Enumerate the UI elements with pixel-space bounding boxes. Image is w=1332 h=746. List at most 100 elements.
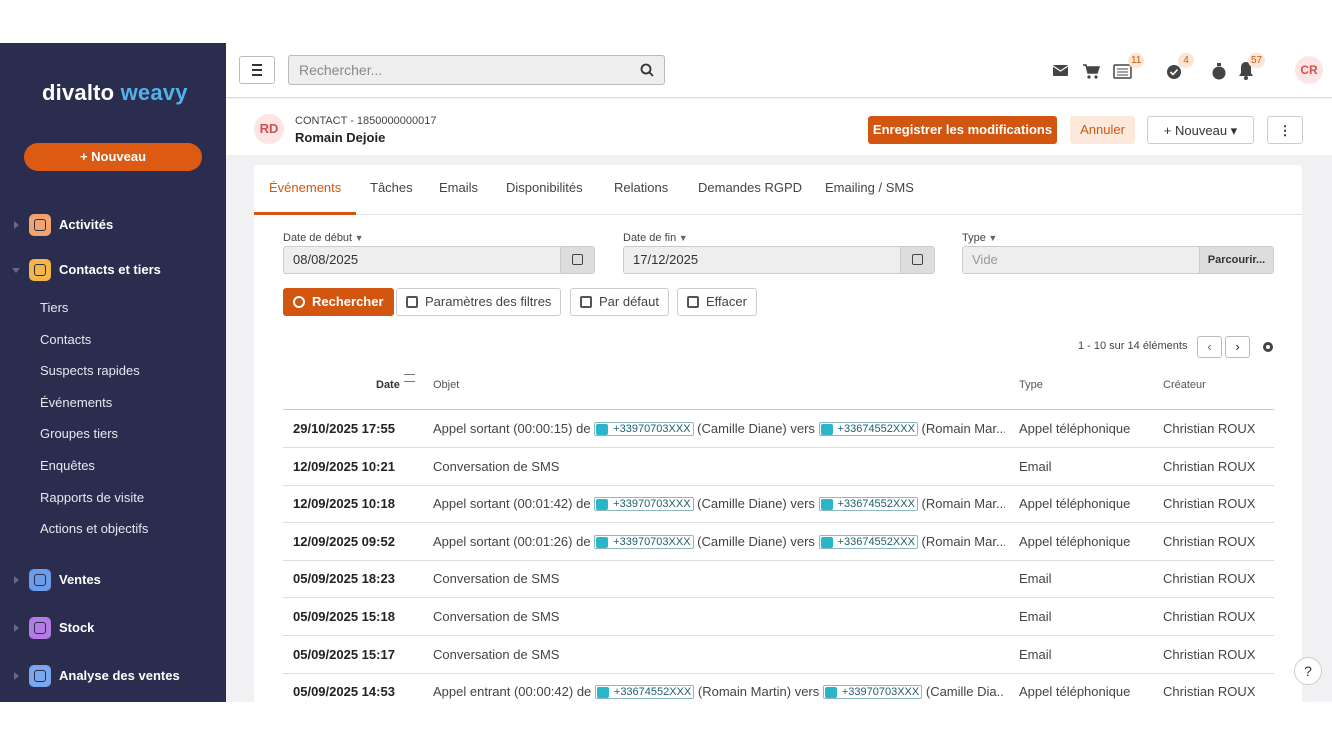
menu-item[interactable]: Contacts [40, 331, 92, 347]
new-record-label: Nouveau [1175, 123, 1228, 138]
column-header[interactable]: Date [376, 379, 400, 391]
cell-object: Conversation de SMS [433, 448, 1005, 485]
object-text: (Romain Martin) vers [694, 684, 823, 700]
tab[interactable]: Disponibilités [506, 180, 583, 195]
brand[interactable]: divalto weavy [42, 80, 188, 106]
table-row[interactable]: 12/09/2025 10:21 Conversation de SMS Email… [283, 448, 1274, 486]
new-button-label: Nouveau [91, 149, 147, 164]
action-button[interactable]: Paramètres des filtres [396, 288, 562, 316]
next-page[interactable]: › [1225, 336, 1250, 358]
menu-icon [29, 569, 51, 591]
menu-group[interactable]: Ventes [0, 567, 226, 593]
menu-item[interactable]: Groupes tiers [40, 426, 119, 442]
phone-chip[interactable]: +33674552XXX [594, 685, 695, 700]
filter-input[interactable]: Vide Parcourir... [962, 246, 1274, 274]
new-button[interactable]: + Nouveau [24, 143, 202, 171]
search-box[interactable]: Rechercher... [288, 55, 665, 85]
table-row[interactable]: 12/09/2025 09:52 Appel sortant (00:01:26)… [283, 523, 1274, 561]
table-row[interactable]: 05/09/2025 18:23 Conversation de SMS Email… [283, 560, 1274, 599]
cell-type: Appel téléphonique [1019, 684, 1131, 700]
table-row[interactable]: 05/09/2025 15:17 Conversation de SMS Email… [283, 636, 1274, 674]
object-text: Appel sortant (00:00:15) de [433, 421, 595, 436]
cell-type: Email [1019, 609, 1052, 624]
tab[interactable]: Emails [439, 180, 479, 195]
menu-toggle[interactable] [239, 56, 275, 84]
pagination-info: 1 - 10 sur 14 éléments [1078, 340, 1188, 352]
menu-icon-glyph [34, 264, 46, 276]
menu-item[interactable]: Rapports de visite [40, 489, 145, 505]
settings-icon[interactable] [1261, 340, 1275, 354]
cell-type: Email [1019, 646, 1052, 662]
menu-group[interactable]: Stock [0, 615, 226, 641]
record-header: RD CONTACT - 1850000000017 Romain Dejoie… [226, 99, 1332, 155]
object-text: (Camille Dia... [922, 684, 1005, 700]
user-avatar[interactable]: CR [1295, 56, 1323, 84]
calendar-button[interactable] [560, 247, 594, 273]
object-text: (Camille Diane) vers [693, 421, 819, 436]
phone-chip[interactable]: +33970703XXX [594, 422, 694, 436]
menu-icon-glyph [34, 574, 46, 586]
tab[interactable]: Événements [269, 180, 342, 195]
column-header[interactable]: Créateur [1163, 379, 1206, 391]
menu-group[interactable]: Analyse des ventes [0, 663, 226, 689]
new-record-button[interactable]: + Nouveau ▾ [1147, 116, 1254, 144]
object-text: Appel sortant (00:01:42) de [433, 496, 595, 512]
cell-object: Appel sortant (00:01:42) de +33970703XXX… [433, 485, 1005, 522]
badge: 4 [1178, 53, 1194, 68]
phone-chip[interactable]: +33970703XXX [594, 534, 694, 549]
phone-chip[interactable]: +33674552XXX [818, 534, 918, 549]
filter-label: Date de début ▼ [283, 232, 364, 244]
menu-icon [29, 617, 51, 639]
tab[interactable]: Relations [614, 180, 669, 195]
table-row[interactable]: 29/10/2025 17:55 Appel sortant (00:00:15)… [283, 410, 1274, 448]
tab[interactable]: Tâches [370, 180, 413, 195]
cell-object: Conversation de SMS [433, 560, 1005, 597]
phone-chip[interactable]: +33970703XXX [594, 497, 694, 512]
search-icon [640, 63, 654, 77]
help-button[interactable]: ? [1294, 657, 1322, 685]
tab[interactable]: Demandes RGPD [698, 180, 803, 195]
brand-product: weavy [120, 80, 188, 105]
action-button[interactable]: Effacer [677, 288, 757, 316]
tab[interactable]: Emailing / SMS [825, 180, 914, 195]
cell-date: 29/10/2025 17:55 [293, 421, 395, 436]
action-button[interactable]: Rechercher [283, 288, 394, 316]
table-row[interactable]: 12/09/2025 10:18 Appel sortant (00:01:42)… [283, 485, 1274, 524]
phone-chip[interactable]: +33970703XXX [822, 685, 923, 700]
toolbar-icons[interactable] [1052, 61, 1232, 83]
filter-input[interactable]: 17/12/2025 [623, 246, 935, 274]
caret [12, 268, 20, 273]
column-header[interactable]: Objet [433, 379, 460, 391]
menu-item[interactable]: Tiers [40, 300, 69, 315]
phone-chip[interactable]: +33674552XXX [818, 497, 918, 512]
filter-input[interactable]: 08/08/2025 [283, 246, 595, 274]
cancel-button[interactable]: Annuler [1070, 116, 1135, 144]
object-text: (Camille Diane) vers [693, 496, 819, 512]
cell-creator: Christian ROUX [1163, 421, 1256, 436]
menu-group[interactable]: Contacts et tiers [0, 257, 226, 283]
menu-group[interactable]: Activités [0, 212, 226, 238]
menu-label: Activités [59, 217, 114, 232]
browse-button[interactable]: Parcourir... [1199, 247, 1273, 273]
brand-name: divalto [42, 80, 115, 105]
phone-chip[interactable]: +33674552XXX [818, 422, 918, 436]
caret [14, 672, 19, 680]
action-label: Rechercher [312, 294, 384, 309]
prev-page[interactable]: ‹ [1197, 336, 1222, 358]
menu-item[interactable]: Enquêtes [40, 458, 95, 473]
filter-icon: ▼ [676, 233, 688, 243]
cell-type: Appel téléphonique [1019, 421, 1131, 436]
table-row[interactable]: 05/09/2025 14:53 Appel entrant (00:00:42)… [283, 673, 1274, 702]
cell-object: Conversation de SMS [433, 598, 1005, 635]
more-button[interactable]: ⋮ [1267, 116, 1303, 144]
menu-item[interactable]: Événements [40, 394, 113, 410]
save-button[interactable]: Enregistrer les modifications [868, 116, 1057, 144]
menu-item[interactable]: Suspects rapides [40, 363, 140, 379]
column-header[interactable]: Type [1019, 379, 1043, 391]
tab-underline [254, 212, 356, 215]
topbar: Rechercher... 11 4 57 CR [226, 43, 1332, 98]
calendar-button[interactable] [900, 247, 934, 273]
action-button[interactable]: Par défaut [570, 288, 669, 316]
table-row[interactable]: 05/09/2025 15:18 Conversation de SMS Email… [283, 598, 1274, 636]
menu-item[interactable]: Actions et objectifs [40, 521, 149, 537]
